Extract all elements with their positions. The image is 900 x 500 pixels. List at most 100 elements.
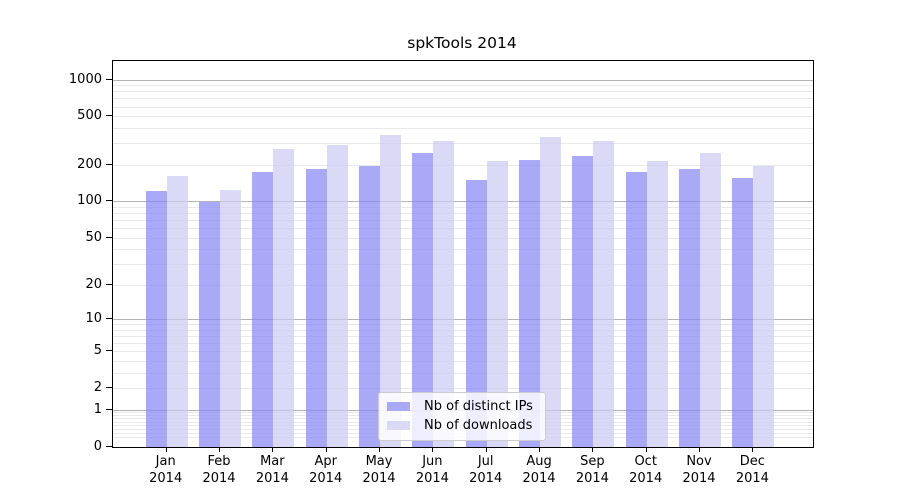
y-tick-label-200: 200 (77, 156, 102, 172)
legend-swatch-distinct-ips-icon (387, 402, 410, 411)
y-tick (106, 387, 113, 389)
gridline-minor (113, 228, 813, 230)
x-tick-label-jun: Jun 2014 (415, 454, 449, 486)
y-tick-label-2: 2 (93, 380, 102, 396)
legend-item-downloads: Nb of downloads (387, 416, 537, 435)
bar-downloads-nov (700, 153, 722, 447)
y-tick (106, 163, 113, 165)
gridline-minor (113, 343, 813, 345)
x-tick-label-sep: Sep 2014 (575, 454, 609, 486)
bar-ips-dec (732, 178, 754, 447)
bar-downloads-sep (593, 140, 615, 447)
y-tick (106, 78, 113, 80)
bar-downloads-jun (433, 140, 455, 447)
y-tick-label-100: 100 (77, 193, 102, 209)
x-tick-label-jul: Jul 2014 (469, 454, 503, 486)
gridline-minor (113, 372, 813, 374)
gridline-minor (113, 351, 813, 353)
bar-downloads-aug (540, 137, 562, 447)
gridline-minor (113, 98, 813, 100)
y-tick-label-1: 1 (93, 401, 102, 417)
bar-ips-feb (199, 201, 221, 447)
gridline-minor (113, 91, 813, 93)
y-tick-label-0: 0 (93, 438, 102, 454)
gridline-minor (113, 220, 813, 222)
gridline-minor (113, 206, 813, 208)
x-tick-label-feb: Feb 2014 (202, 454, 236, 486)
y-tick (106, 350, 113, 352)
y-tick (106, 115, 113, 117)
x-tick-label-mar: Mar 2014 (255, 454, 289, 486)
y-tick (106, 236, 113, 238)
x-tick-label-nov: Nov 2014 (682, 454, 716, 486)
gridline-minor (113, 324, 813, 326)
gridline-minor (113, 264, 813, 266)
x-tick (325, 447, 327, 452)
legend-label-distinct-ips: Nb of distinct IPs (424, 399, 533, 414)
legend-swatch-downloads-icon (387, 421, 410, 430)
x-tick-label-aug: Aug 2014 (522, 454, 556, 486)
y-tick (106, 283, 113, 285)
plot-area (112, 60, 814, 448)
bar-ips-jun (412, 152, 434, 447)
bar-ips-sep (572, 156, 594, 447)
y-tick-label-5: 5 (93, 343, 102, 359)
x-tick (272, 447, 274, 452)
chart-title: spkTools 2014 (407, 34, 517, 52)
gridline-minor (113, 128, 813, 130)
bar-downloads-apr (326, 144, 348, 447)
y-tick-label-1000: 1000 (68, 71, 102, 87)
bar-downloads-may (380, 134, 402, 447)
x-tick-label-oct: Oct 2014 (629, 454, 663, 486)
bar-downloads-dec (753, 165, 775, 447)
x-tick (165, 447, 167, 452)
gridline-minor (113, 164, 813, 166)
legend: Nb of distinct IPs Nb of downloads (378, 392, 546, 441)
x-tick (752, 447, 754, 452)
x-tick-label-jan: Jan 2014 (149, 454, 183, 486)
gridline-minor (113, 249, 813, 251)
gridline-minor (113, 388, 813, 390)
bar-ips-mar (252, 172, 274, 447)
x-tick (699, 447, 701, 452)
gridline-minor (113, 85, 813, 87)
y-tick-label-500: 500 (77, 108, 102, 124)
bar-ips-may (359, 165, 381, 447)
gridline-minor (113, 361, 813, 363)
gridline-major (113, 79, 813, 81)
y-tick-label-50: 50 (85, 229, 102, 245)
gridline-minor (113, 213, 813, 215)
bar-ips-oct (625, 171, 647, 447)
bar-downloads-oct (646, 161, 668, 447)
x-tick (432, 447, 434, 452)
y-tick (106, 445, 113, 447)
y-tick-label-10: 10 (85, 311, 102, 327)
x-tick-label-may: May 2014 (362, 454, 396, 486)
bar-downloads-jul (486, 161, 508, 447)
gridline-major (113, 201, 813, 203)
x-tick-label-apr: Apr 2014 (309, 454, 343, 486)
x-tick (539, 447, 541, 452)
x-tick (379, 447, 381, 452)
x-tick (219, 447, 221, 452)
gridline-minor (113, 237, 813, 239)
gridline-major (113, 319, 813, 321)
gridline-minor (113, 329, 813, 331)
gridline-minor (113, 116, 813, 118)
legend-label-downloads: Nb of downloads (424, 418, 533, 433)
y-tick (106, 408, 113, 410)
gridline-minor (113, 106, 813, 108)
legend-item-distinct-ips: Nb of distinct IPs (387, 397, 537, 416)
y-tick (106, 318, 113, 320)
gridline-minor (113, 284, 813, 286)
gridline-minor (113, 143, 813, 145)
x-tick (485, 447, 487, 452)
bar-ips-jul (465, 179, 487, 447)
gridline-minor (113, 336, 813, 338)
bar-downloads-jan (166, 176, 188, 447)
bar-ips-nov (679, 169, 701, 447)
y-tick-label-20: 20 (85, 276, 102, 292)
bar-ips-aug (519, 159, 541, 447)
bar-downloads-feb (220, 190, 242, 447)
